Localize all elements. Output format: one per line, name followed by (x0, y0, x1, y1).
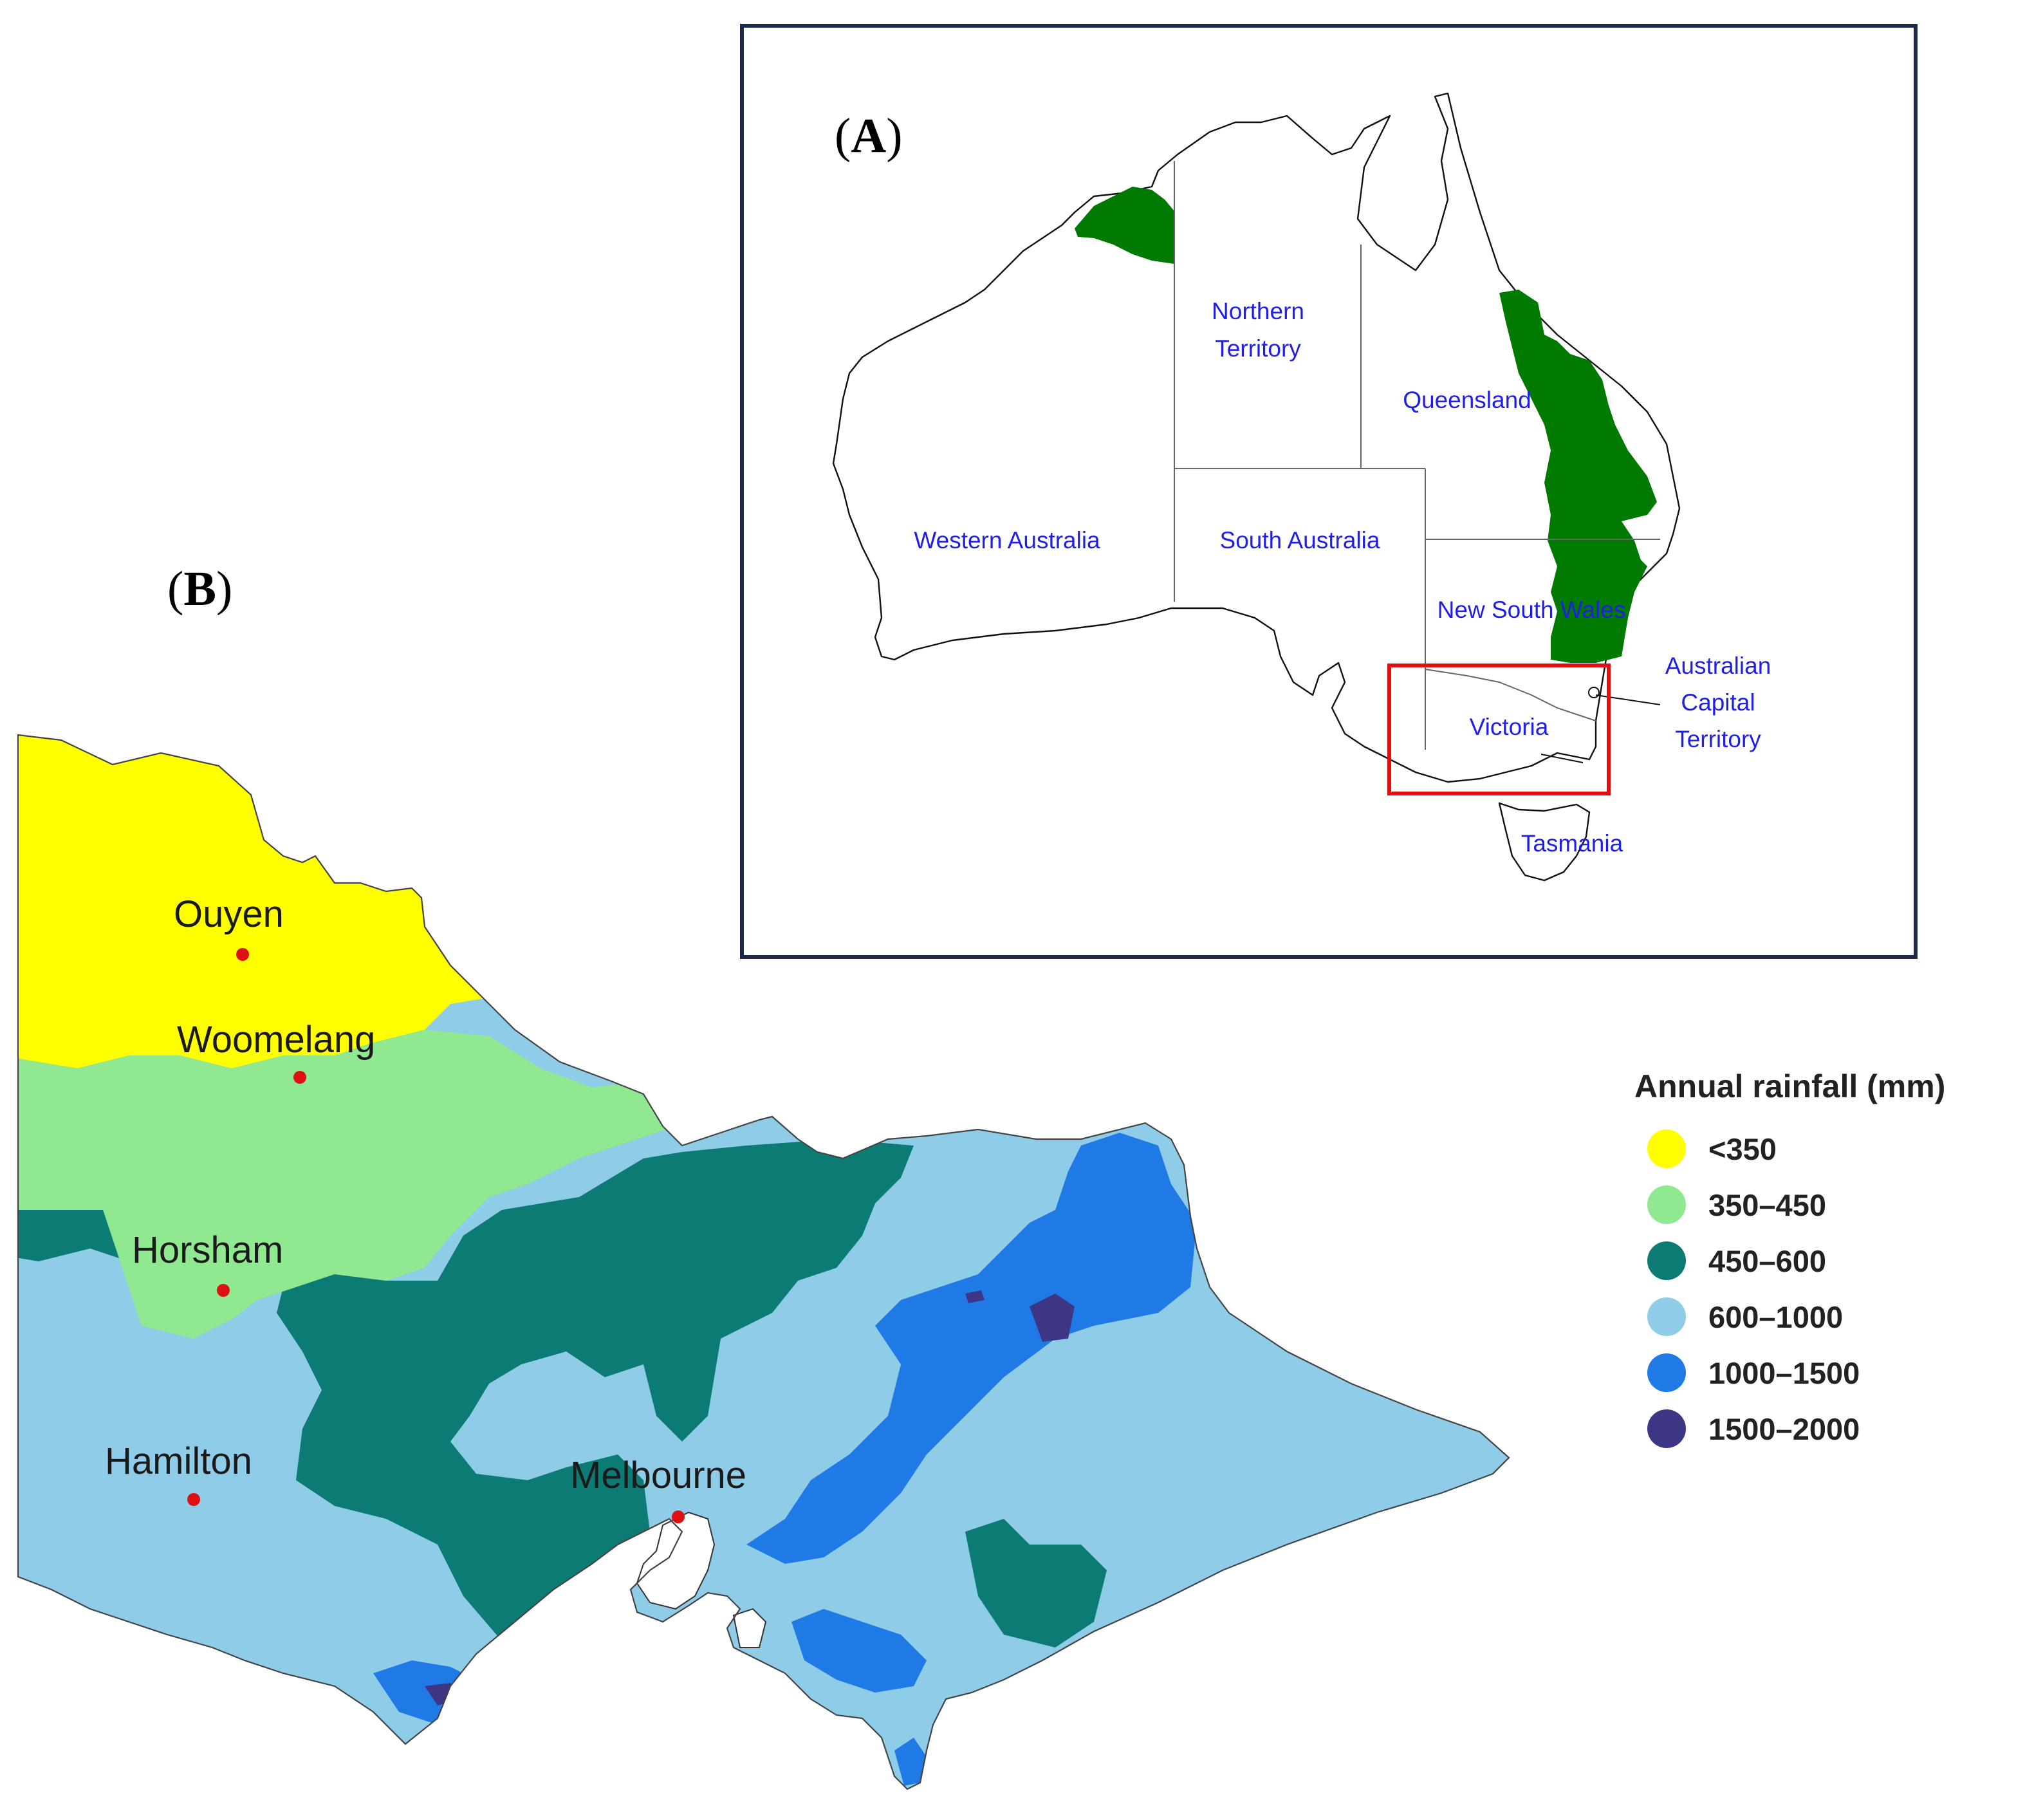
label-western-australia: Western Australia (914, 527, 1100, 553)
zone-1000-1500-promontory (894, 1738, 927, 1786)
port-phillip-bay (636, 1511, 716, 1610)
legend-label-1: 350–450 (1708, 1188, 1826, 1222)
victoria-focus-box (1387, 664, 1611, 795)
label-queensland: Queensland (1403, 387, 1531, 413)
label-south-australia: South Australia (1220, 527, 1380, 553)
state-borders (1174, 161, 1661, 763)
zone-1000-1500-south (791, 1609, 927, 1693)
kimberley-highlight (1075, 187, 1174, 264)
legend-swatch-2 (1647, 1241, 1686, 1280)
label-act-3: Territory (1675, 726, 1761, 752)
zone-450-600 (18, 1139, 914, 1648)
legend-swatch-0 (1647, 1129, 1686, 1168)
label-ouyen: Ouyen (174, 893, 284, 935)
label-new-south-wales: New South Wales (1438, 597, 1626, 623)
marker-woomelang (293, 1071, 306, 1084)
legend-swatch-3 (1647, 1297, 1686, 1336)
label-northern-territory-2: Territory (1215, 335, 1301, 362)
legend-label-4: 1000–1500 (1708, 1356, 1860, 1390)
legend-swatch-4 (1647, 1353, 1686, 1392)
label-woomelang: Woomelang (177, 1019, 375, 1061)
tasmania-outline (1498, 802, 1591, 882)
legend-title: Annual rainfall (mm) (1634, 1068, 1945, 1104)
marker-ouyen (236, 948, 249, 961)
marker-melbourne (672, 1510, 685, 1523)
label-act-2: Capital (1681, 689, 1755, 716)
label-victoria: Victoria (1470, 714, 1549, 740)
legend-label-5: 1500–2000 (1708, 1412, 1860, 1446)
panel-a-label: (A) (835, 109, 903, 163)
marker-hamilton (187, 1493, 200, 1506)
australia-mainland-outline (832, 92, 1681, 783)
legend-swatch-1 (1647, 1185, 1686, 1224)
legend-label-0: <350 (1708, 1132, 1777, 1166)
label-northern-territory-1: Northern (1212, 298, 1304, 324)
label-horsham: Horsham (132, 1229, 283, 1271)
zone-350-450 (18, 1030, 798, 1339)
label-tasmania: Tasmania (1521, 830, 1623, 857)
legend: Annual rainfall (mm) <350 350–450 450–60… (1634, 1068, 1945, 1448)
legend-label-2: 450–600 (1708, 1244, 1826, 1278)
eastern-highlight (1499, 290, 1657, 663)
western-port (732, 1608, 767, 1648)
panel-b-label: (B) (167, 562, 232, 616)
marker-horsham (217, 1284, 230, 1297)
legend-label-3: 600–1000 (1708, 1300, 1843, 1334)
zone-1000-1500 (746, 1133, 1197, 1564)
label-hamilton: Hamilton (105, 1440, 252, 1482)
panel-a: (A) Northern Territory Queensland Wes (740, 24, 1918, 959)
zone-1500-2000-b (965, 1290, 985, 1303)
zone-450-600-east (965, 1519, 1107, 1648)
label-act-1: Australian (1665, 653, 1771, 679)
label-melbourne: Melbourne (570, 1454, 746, 1496)
zone-1500-2000-a (1030, 1294, 1075, 1342)
legend-swatch-5 (1647, 1409, 1686, 1448)
victoria-outline (17, 734, 1510, 1790)
